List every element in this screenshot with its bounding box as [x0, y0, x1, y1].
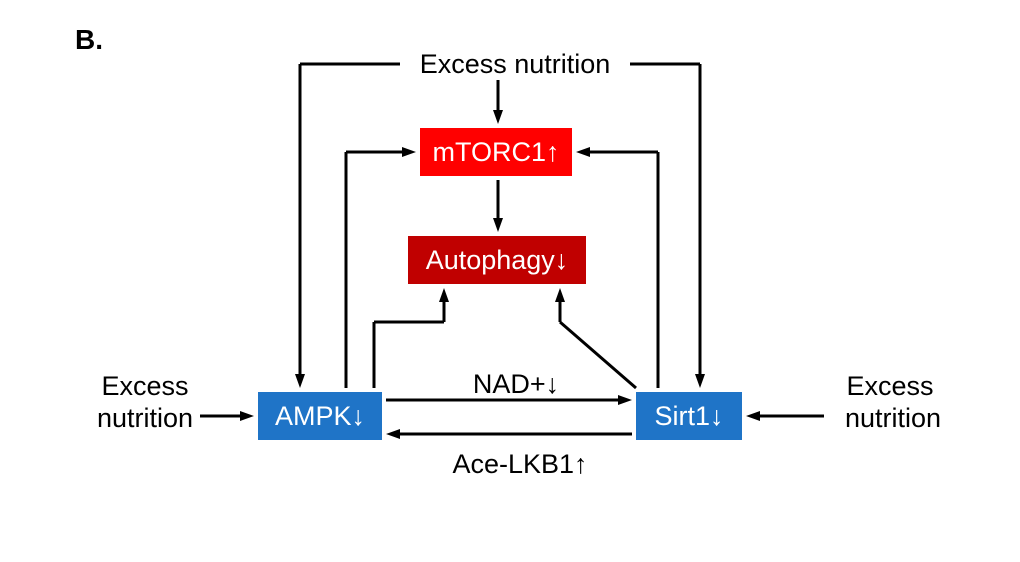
label-nad: NAD+↓ — [456, 370, 576, 400]
label-excess-right-2: nutrition — [828, 404, 958, 434]
node-sirt1: Sirt1↓ — [636, 392, 742, 440]
label-ace-lkb1: Ace-LKB1↑ — [440, 450, 600, 480]
node-autophagy: Autophagy↓ — [408, 236, 586, 284]
label-excess-left-2: nutrition — [80, 404, 210, 434]
panel-label: B. — [75, 24, 103, 56]
label-excess-left-1: Excess — [95, 372, 195, 402]
label-excess-right-1: Excess — [840, 372, 940, 402]
node-ampk: AMPK↓ — [258, 392, 382, 440]
node-mtorc1: mTORC1↑ — [420, 128, 572, 176]
label-excess-top: Excess nutrition — [405, 50, 625, 80]
